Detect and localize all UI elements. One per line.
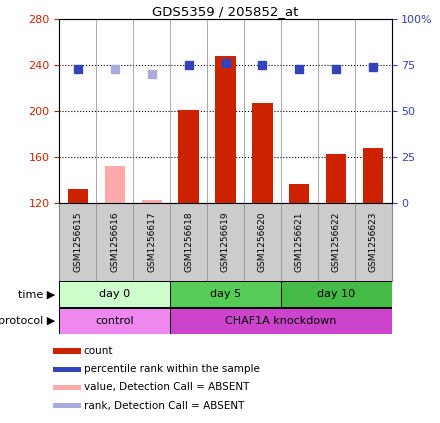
Text: percentile rank within the sample: percentile rank within the sample — [84, 364, 260, 374]
Bar — [59, 281, 170, 307]
Text: CHAF1A knockdown: CHAF1A knockdown — [225, 316, 337, 326]
Text: time ▶: time ▶ — [18, 289, 55, 299]
Text: GSM1256622: GSM1256622 — [332, 212, 341, 272]
Text: GSM1256616: GSM1256616 — [110, 212, 119, 272]
Bar — [53, 367, 81, 372]
Text: GSM1256617: GSM1256617 — [147, 212, 156, 272]
Text: control: control — [95, 316, 134, 326]
Bar — [363, 148, 383, 203]
Bar — [215, 56, 236, 203]
Text: value, Detection Call = ABSENT: value, Detection Call = ABSENT — [84, 382, 249, 393]
Bar — [289, 184, 309, 203]
Bar — [281, 281, 392, 307]
Bar — [170, 281, 281, 307]
Text: GSM1256620: GSM1256620 — [258, 212, 267, 272]
Bar — [252, 103, 272, 203]
Bar — [53, 385, 81, 390]
Text: day 0: day 0 — [99, 289, 130, 299]
Text: GSM1256619: GSM1256619 — [221, 212, 230, 272]
Text: day 5: day 5 — [210, 289, 241, 299]
Bar — [53, 403, 81, 408]
Text: GSM1256615: GSM1256615 — [73, 212, 82, 272]
Text: count: count — [84, 346, 113, 356]
Bar — [326, 154, 346, 203]
Text: GSM1256621: GSM1256621 — [295, 212, 304, 272]
Bar — [105, 166, 125, 203]
Text: GSM1256623: GSM1256623 — [369, 212, 378, 272]
Bar — [59, 308, 170, 334]
Text: rank, Detection Call = ABSENT: rank, Detection Call = ABSENT — [84, 401, 244, 411]
Text: protocol ▶: protocol ▶ — [0, 316, 55, 326]
Bar — [68, 189, 88, 203]
Bar — [142, 201, 162, 203]
Title: GDS5359 / 205852_at: GDS5359 / 205852_at — [152, 5, 299, 18]
Text: day 10: day 10 — [317, 289, 355, 299]
Bar — [53, 349, 81, 354]
Bar — [179, 110, 199, 203]
Bar — [170, 308, 392, 334]
Text: GSM1256618: GSM1256618 — [184, 212, 193, 272]
